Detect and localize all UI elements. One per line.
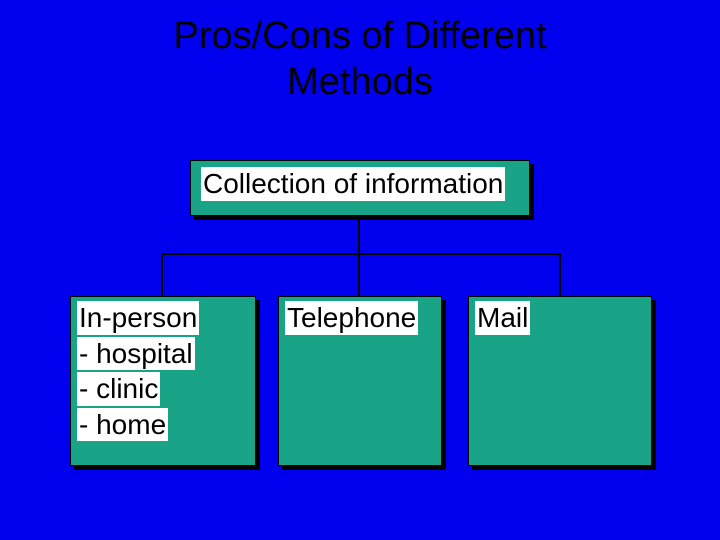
child-box-telephone: Telephone bbox=[278, 296, 442, 466]
child-label-inperson: In-person bbox=[77, 301, 199, 335]
child-box-mail: Mail bbox=[468, 296, 652, 466]
child-sub-inperson-1: - clinic bbox=[77, 372, 160, 406]
root-box: Collection of information bbox=[190, 160, 530, 216]
child-sub-inperson-0: - hospital bbox=[77, 337, 195, 371]
child-box-inperson: In-person - hospital - clinic - home bbox=[70, 296, 256, 466]
child-label-mail: Mail bbox=[475, 301, 530, 335]
root-label: Collection of information bbox=[201, 167, 505, 201]
child-label-telephone: Telephone bbox=[285, 301, 418, 335]
slide: Pros/Cons of Different Methods Collectio… bbox=[0, 0, 720, 540]
child-sub-inperson-2: - home bbox=[77, 408, 168, 442]
title-line2: Methods bbox=[287, 61, 433, 103]
slide-title: Pros/Cons of Different Methods bbox=[0, 14, 720, 105]
title-line1: Pros/Cons of Different bbox=[173, 15, 546, 57]
